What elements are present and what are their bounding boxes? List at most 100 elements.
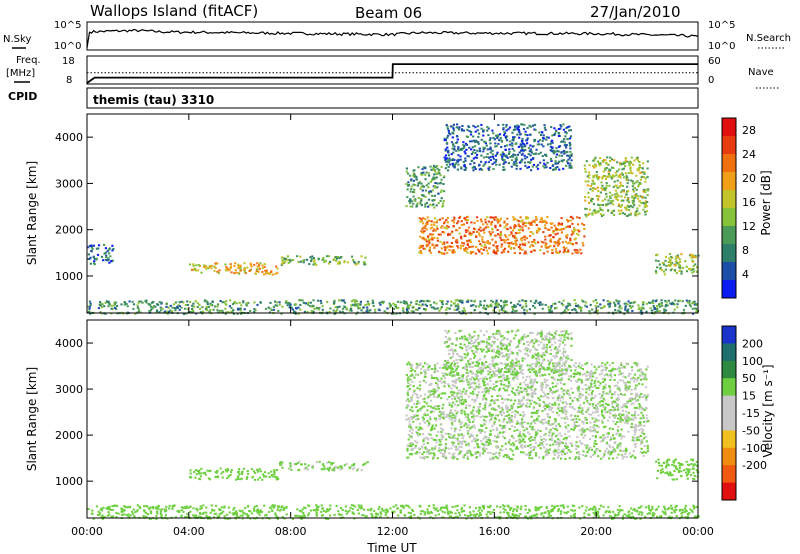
vel-heat-cell	[581, 430, 584, 433]
vel-heat-cell	[553, 450, 556, 453]
vel-heat-cell	[642, 416, 645, 419]
power-heat-cell	[623, 176, 626, 179]
power-heat-cell	[269, 307, 272, 310]
power-heat-cell	[584, 213, 587, 216]
power-heat-cell	[599, 303, 602, 306]
power-heat-cell	[464, 152, 467, 155]
power-heat-cell	[540, 216, 543, 219]
power-heat-cell	[359, 303, 362, 306]
power-heat-cell	[484, 161, 487, 164]
power-heat-cell	[664, 299, 667, 302]
power-heat-cell	[669, 258, 672, 261]
vel-heat-cell	[544, 402, 547, 405]
power-heat-cell	[522, 221, 525, 224]
power-heat-cell	[583, 196, 587, 198]
power-heat-cell	[443, 231, 446, 234]
vel-heat-cell	[445, 413, 448, 416]
power-heat-cell	[434, 186, 437, 189]
vel-heat-cell	[529, 454, 532, 457]
power-heat-cell	[136, 304, 139, 307]
power-heat-cell	[168, 310, 171, 313]
power-heat-cell	[629, 167, 632, 170]
power-heat-cell	[518, 151, 521, 154]
vel-heat-cell	[571, 444, 574, 447]
power-heat-cell	[503, 134, 506, 136]
power-heat-cell	[535, 300, 538, 303]
power-heat-cell	[111, 259, 114, 262]
power-heat-cell	[569, 239, 572, 242]
vel-heat-cell	[624, 403, 627, 405]
power-heat-cell	[688, 299, 691, 302]
power-heat-cell	[542, 145, 545, 148]
power-heat-cell	[263, 266, 266, 268]
vel-heat-cell	[616, 387, 619, 390]
vel-heat-cell	[613, 448, 616, 451]
power-heat-cell	[505, 236, 508, 239]
vel-heat-cell	[411, 428, 414, 431]
power-heat-cell	[286, 304, 289, 307]
vel-heat-cell	[315, 461, 318, 463]
power-heat-cell	[663, 308, 666, 311]
vel-heat-cell	[519, 414, 522, 416]
power-heat-cell	[524, 224, 527, 227]
power-heat-cell	[424, 218, 427, 221]
power-heat-cell	[513, 128, 516, 131]
vel-heat-cell	[440, 416, 443, 419]
power-heat-cell	[582, 224, 586, 226]
power-heat-cell	[602, 299, 605, 302]
power-heat-cell	[160, 309, 163, 312]
vel-heat-cell	[599, 449, 602, 452]
power-heat-cell	[513, 163, 516, 166]
power-heat-cell	[620, 307, 623, 310]
power-heat-cell	[646, 210, 649, 213]
power-heat-cell	[665, 264, 668, 267]
vel-heat-cell	[569, 379, 572, 382]
vel-heat-cell	[336, 466, 339, 469]
power-heat-cell	[681, 300, 684, 303]
vel-heat-cell	[489, 429, 492, 432]
power-heat-cell	[573, 307, 576, 310]
power-heat-cell	[476, 149, 479, 152]
vel-heat-cell	[587, 378, 590, 380]
power-heat-cell	[573, 299, 576, 302]
vel-heat-cell	[438, 447, 441, 450]
vel-heat-cell	[289, 462, 292, 465]
power-heat-cell	[439, 299, 442, 302]
vel-heat-cell	[576, 415, 579, 418]
vel-heat-cell	[542, 455, 545, 458]
power-heat-cell	[334, 310, 337, 313]
power-heat-cell	[664, 259, 667, 262]
power-heat-cell	[678, 266, 682, 269]
vel-heat-cell	[596, 431, 599, 434]
power-heat-cell	[593, 158, 596, 161]
vel-heat-cell	[519, 400, 522, 403]
vel-heat-cell	[307, 464, 310, 467]
vel-heat-cell	[565, 370, 568, 373]
power-heat-cell	[615, 192, 618, 195]
power-heat-cell	[442, 200, 445, 203]
vel-heat-cell	[579, 366, 582, 369]
vel-heat-cell	[473, 378, 476, 381]
power-heat-cell	[205, 267, 208, 270]
vel-heat-cell	[633, 456, 637, 459]
power-heat-cell	[491, 238, 494, 241]
freq-label-line1: Freq.	[16, 55, 41, 66]
power-heat-cell	[322, 259, 325, 262]
power-heat-cell	[265, 272, 268, 275]
vel-heat-cell	[239, 478, 242, 481]
power-heat-cell	[624, 159, 628, 162]
power-heat-cell	[517, 229, 520, 231]
vel-heat-cell	[594, 394, 597, 397]
power-heat-cell	[669, 261, 672, 264]
power-heat-cell	[694, 263, 697, 266]
vel-heat-cell	[204, 473, 207, 476]
power-heat-cell	[565, 311, 568, 314]
vel-heat-cell	[633, 439, 636, 442]
power-heat-cell	[607, 170, 610, 173]
vel-heat-cell	[470, 426, 473, 429]
vel-heat-cell	[428, 449, 431, 452]
power-heat-cell	[518, 231, 521, 234]
power-heat-cell	[622, 190, 625, 193]
power-heat-cell	[104, 251, 107, 254]
power-heat-cell	[444, 226, 447, 229]
